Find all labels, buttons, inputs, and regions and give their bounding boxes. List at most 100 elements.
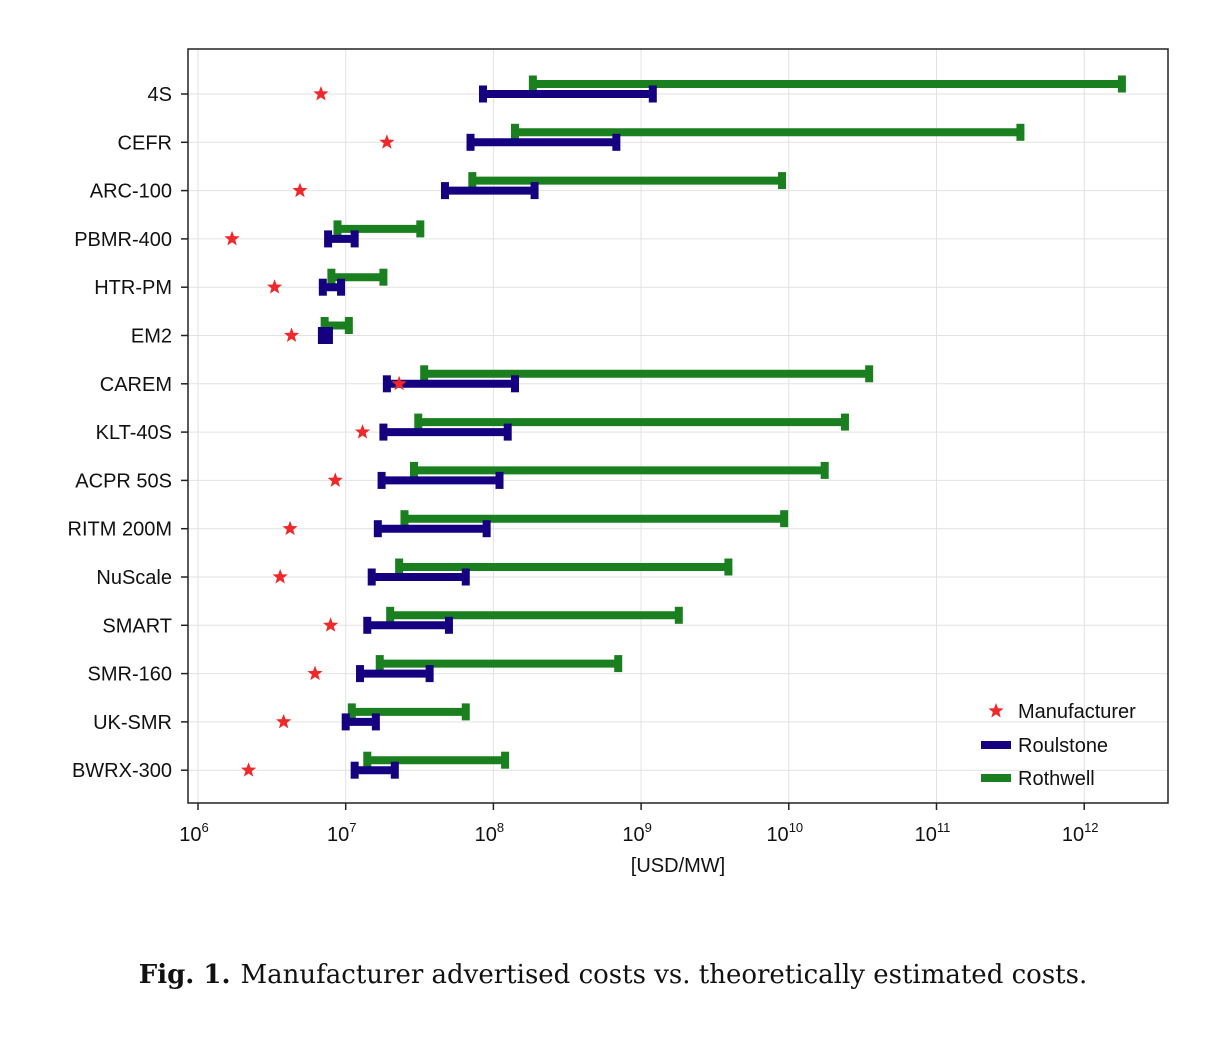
roulstone-range-cap-high (482, 520, 491, 538)
manufacturer-point (313, 86, 329, 101)
rothwell-range-cap-low (395, 558, 404, 576)
rothwell-range (468, 172, 787, 190)
rothwell-range-cap-high (501, 751, 510, 769)
roulstone-range-cap-low (324, 230, 333, 248)
caption-label: Fig. 1. (138, 960, 231, 990)
roulstone-range (440, 182, 539, 200)
rothwell-range-cap-high (461, 703, 470, 721)
roulstone-range (373, 520, 491, 538)
x-tick-label: 107 (327, 820, 356, 846)
rothwell-range-cap-low (528, 75, 537, 93)
roulstone-range-cap-low (350, 761, 359, 779)
rothwell-range-cap-high (820, 461, 829, 479)
rothwell-range (510, 123, 1025, 141)
rothwell-range (363, 751, 510, 769)
roulstone-range-cap-high (425, 665, 434, 683)
rothwell-range (347, 703, 470, 721)
y-tick-label: PBMR-400 (74, 229, 172, 251)
roulstone-range (341, 713, 380, 731)
roulstone-range-cap-low (363, 616, 372, 634)
rothwell-range-cap-low (327, 268, 336, 286)
caption-text: Manufacturer advertised costs vs. theore… (240, 960, 1088, 990)
rothwell-range-cap-high (778, 172, 787, 190)
roulstone-range (466, 133, 621, 151)
legend-label: Rothwell (1018, 768, 1095, 790)
y-tick-label: SMART (102, 615, 172, 637)
x-axis-label: [USD/MW] (631, 855, 725, 877)
roulstone-range (382, 375, 519, 393)
roulstone-range-cap-low (382, 375, 391, 393)
rothwell-range (528, 75, 1126, 93)
roulstone-range-cap-high (444, 616, 453, 634)
rothwell-range-cap-high (416, 220, 425, 238)
rothwell-range (409, 461, 829, 479)
x-tick-label: 1010 (766, 820, 803, 846)
roulstone-range (478, 85, 657, 103)
y-tick-label: CAREM (100, 374, 172, 396)
legend-marker-star (988, 703, 1004, 718)
rothwell-range (400, 510, 789, 528)
y-tick-label: 4S (148, 84, 172, 106)
roulstone-range-cap-high (461, 568, 470, 586)
rothwell-range-cap-high (1117, 75, 1126, 93)
manufacturer-point (240, 762, 257, 777)
figure-caption: Fig. 1. Manufacturer advertised costs vs.… (0, 960, 1226, 990)
rothwell-range (414, 413, 849, 431)
roulstone-range (317, 327, 333, 344)
y-axis: 4S CEFR ARC-100 PBMR-400 HTR-PM EM2 CAREM KLT-4… (68, 84, 188, 782)
y-tick-label: NuScale (96, 567, 172, 589)
manufacturer-point (283, 327, 300, 342)
roulstone-range-cap-low (317, 327, 326, 344)
y-tick-label: HTR-PM (94, 277, 172, 299)
roulstone-range-cap-low (478, 85, 487, 103)
y-tick-label: SMR-160 (88, 664, 172, 686)
y-tick-label: KLT-40S (96, 422, 172, 444)
rothwell-range-cap-low (510, 123, 519, 141)
roulstone-range-cap-low (377, 471, 386, 489)
y-tick-label: BWRX-300 (72, 760, 172, 782)
rothwell-range-cap-high (724, 558, 733, 576)
roulstone-range-cap-high (495, 471, 504, 489)
legend-label: Roulstone (1018, 735, 1108, 757)
rothwell-range-cap-high (344, 317, 353, 334)
rothwell-range-cap-high (379, 268, 388, 286)
rothwell-range-cap-high (1016, 123, 1025, 141)
manufacturer-point (391, 375, 407, 391)
manufacturer-point (224, 230, 240, 246)
legend: Manufacturer Roulstone Rothwell (981, 701, 1136, 790)
roulstone-range-cap-low (373, 520, 382, 538)
manufacturer-point (282, 520, 298, 536)
roulstone-range-cap-high (612, 133, 621, 151)
y-tick-label: ARC-100 (90, 181, 172, 203)
y-tick-label: ACPR 50S (75, 470, 172, 492)
roulstone-range (356, 665, 434, 683)
rothwell-range (320, 317, 353, 334)
manufacturer-point (276, 713, 292, 729)
rothwell-range (327, 268, 388, 286)
rothwell-range-cap-high (865, 365, 874, 383)
roulstone-range-cap-low (341, 713, 350, 731)
roulstone-range (377, 471, 504, 489)
x-tick-label: 1011 (915, 820, 951, 846)
roulstone-range (363, 616, 453, 634)
manufacturer-point (272, 569, 288, 584)
rothwell-range (395, 558, 733, 576)
roulstone-range-cap-high (390, 761, 399, 779)
roulstone-range-cap-low (356, 665, 365, 683)
x-tick-label: 108 (475, 820, 504, 846)
roulstone-range (367, 568, 470, 586)
rothwell-range-cap-high (614, 655, 623, 673)
manufacturer-point (307, 665, 323, 681)
roulstone-range (379, 423, 512, 441)
x-axis: 106 107 108 109 1010 1011 1012 (179, 803, 1099, 846)
rothwell-range-cap-low (386, 606, 395, 624)
roulstone-range (350, 761, 399, 779)
manufacturer-point (322, 617, 339, 632)
y-tick-label: UK-SMR (93, 712, 172, 734)
rothwell-range-cap-low (347, 703, 356, 721)
roulstone-range-cap-low (466, 133, 475, 151)
manufacturer-point (354, 424, 371, 439)
y-tick-label: CEFR (118, 132, 172, 154)
rothwell-range-cap-low (375, 655, 384, 673)
chart-marks (224, 75, 1126, 779)
